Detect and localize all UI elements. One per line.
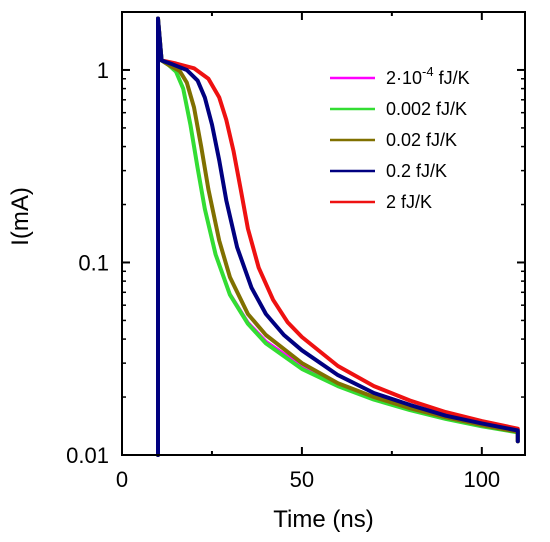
y-tick-label: 1 (97, 58, 109, 83)
x-axis-title: Time (ns) (273, 506, 373, 533)
series-line-3 (156, 16, 520, 457)
y-axis-title: I(mA) (7, 187, 34, 246)
y-tick-label: 0.01 (66, 443, 109, 468)
ticks-layer: 0 50 100 0.01 0.1 1 (66, 12, 525, 492)
x-tick-label: 100 (463, 467, 500, 492)
series-layer (156, 16, 520, 457)
series-line-4 (156, 16, 520, 457)
x-tick-label: 50 (290, 467, 314, 492)
series-line-5 (156, 16, 520, 457)
legend: 2·10-4 fJ/K 0.002 fJ/K 0.02 fJ/K 0.2 fJ/K 2 … (330, 64, 470, 212)
y-tick-label: 0.1 (78, 250, 109, 275)
legend-label-1: 2·10-4 fJ/K (386, 64, 470, 88)
plot-frame (121, 11, 526, 456)
legend-label-3: 0.02 fJ/K (386, 130, 457, 150)
legend-label-4: 0.2 fJ/K (386, 161, 447, 181)
legend-label-2: 0.002 fJ/K (386, 99, 467, 119)
x-tick-label: 0 (116, 467, 128, 492)
legend-label-5: 2 fJ/K (386, 192, 432, 212)
